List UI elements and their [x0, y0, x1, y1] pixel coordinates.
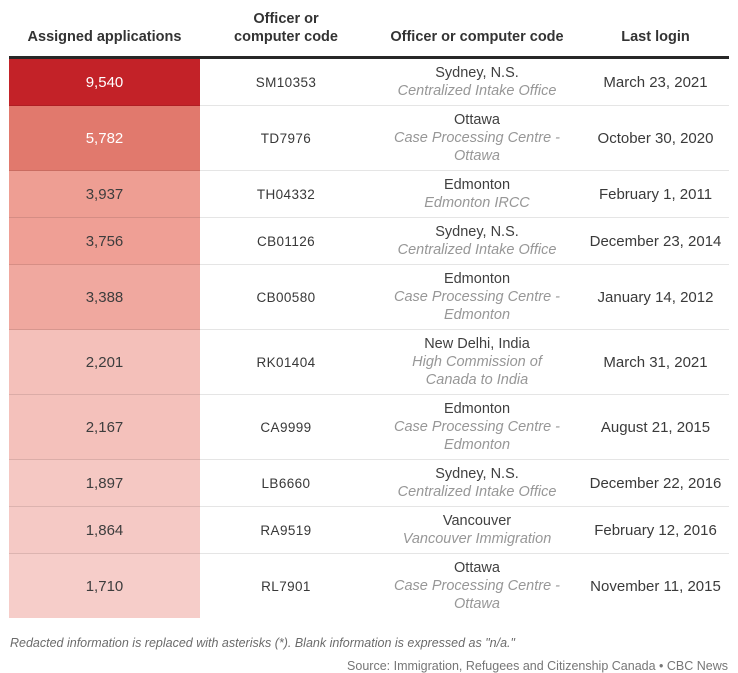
assigned-applications-cell: 9,540: [9, 57, 200, 106]
assigned-applications-cell: 2,201: [9, 329, 200, 395]
assigned-applications-cell: 5,782: [9, 105, 200, 171]
last-login-cell: March 31, 2021: [582, 329, 729, 395]
office-name: Centralized Intake Office: [397, 83, 557, 100]
assigned-applications-cell: 1,864: [9, 506, 200, 554]
assigned-applications-cell: 1,897: [9, 459, 200, 507]
office-name: High Commission of Canada to India: [412, 354, 542, 389]
source-credit: Source: Immigration, Refugees and Citize…: [347, 659, 728, 673]
office-location: Vancouver: [442, 513, 512, 530]
header-officer-code: Officer or computer code: [200, 2, 372, 60]
office-cell: Edmonton Edmonton IRCC: [372, 170, 582, 218]
header-assigned-applications: Assigned applications: [9, 2, 200, 60]
office-name: Centralized Intake Office: [397, 242, 557, 259]
assigned-applications-cell: 3,937: [9, 170, 200, 218]
office-cell: Sydney, N.S. Centralized Intake Office: [372, 58, 582, 106]
last-login-cell: January 14, 2012: [582, 264, 729, 330]
office-location: Sydney, N.S.: [435, 224, 519, 241]
office-name: Vancouver Immigration: [402, 531, 552, 548]
table-row: 1,864 RA9519 Vancouver Vancouver Immigratio…: [9, 506, 729, 554]
table-row: 2,167 CA9999 Edmonton Case Processing Centr…: [9, 394, 729, 460]
table-row: 5,782 TD7976 Ottawa Case Processing Centre …: [9, 105, 729, 171]
office-name: Case Processing Centre - Ottawa: [393, 130, 560, 165]
assigned-applications-cell: 3,756: [9, 217, 200, 265]
last-login-cell: December 23, 2014: [582, 217, 729, 265]
office-location: Edmonton: [443, 177, 511, 194]
officer-code-cell: CB01126: [200, 217, 372, 265]
officer-code-cell: SM10353: [255, 74, 317, 90]
office-location: Edmonton: [443, 401, 511, 418]
table-row: 3,388 CB00580 Edmonton Case Processing Cent…: [9, 264, 729, 330]
header-last-login: Last login: [582, 2, 729, 60]
assigned-applications-cell: 3,388: [9, 264, 200, 330]
last-login-cell: December 22, 2016: [582, 459, 729, 507]
office-location: Ottawa: [454, 560, 500, 577]
assigned-applications-cell: 1,710: [9, 553, 200, 619]
table-body: 9,540 SM10353 Sydney, N.S. Centralized Inta…: [9, 57, 729, 619]
office-location: New Delhi, India: [424, 336, 530, 353]
officer-code-cell: RK01404: [200, 329, 372, 395]
officer-code-cell: CA9999: [200, 394, 372, 460]
office-cell: Edmonton Case Processing Centre - Edmonto…: [372, 264, 582, 330]
office-cell: New Delhi, India High Commission of Canad…: [372, 329, 582, 395]
footnote: Redacted information is replaced with as…: [10, 636, 515, 651]
office-cell: Vancouver Vancouver Immigration: [372, 506, 582, 554]
office-name: Edmonton IRCC: [424, 195, 530, 212]
last-login-cell: October 30, 2020: [582, 105, 729, 171]
office-location: Sydney, N.S.: [435, 65, 519, 82]
office-location: Edmonton: [443, 271, 511, 288]
officer-code-cell: CB00580: [200, 264, 372, 330]
header-officer-office: Officer or computer code: [372, 2, 582, 60]
office-name: Case Processing Centre - Edmonton: [393, 419, 560, 454]
office-location: Ottawa: [454, 112, 500, 129]
last-login-cell: March 23, 2021: [603, 73, 708, 91]
table-header: Assigned applications Officer or compute…: [9, 2, 729, 60]
office-cell: Ottawa Case Processing Centre - Ottawa: [372, 553, 582, 619]
office-cell: Edmonton Case Processing Centre - Edmonto…: [372, 394, 582, 460]
office-name: Case Processing Centre - Ottawa: [393, 578, 560, 613]
table-row: 9,540 SM10353 Sydney, N.S. Centralized Inta…: [9, 57, 729, 106]
table-row: 3,756 CB01126 Sydney, N.S. Centralized Inta…: [9, 217, 729, 265]
table-row: 1,897 LB6660 Sydney, N.S. Centralized Intak…: [9, 459, 729, 507]
assigned-applications-cell: 2,167: [9, 394, 200, 460]
table-row: 1,710 RL7901 Ottawa Case Processing Centre …: [9, 553, 729, 619]
officer-code-cell: RA9519: [200, 506, 372, 554]
office-name: Case Processing Centre - Edmonton: [393, 289, 560, 324]
last-login-cell: February 12, 2016: [582, 506, 729, 554]
officers-table-graphic: Assigned applications Officer or compute…: [9, 0, 729, 673]
table-row: 2,201 RK01404 New Delhi, India High Commiss…: [9, 329, 729, 395]
officer-code-cell: TH04332: [200, 170, 372, 218]
table-row: 3,937 TH04332 Edmonton Edmonton IRCC Februar…: [9, 170, 729, 218]
header-row: Assigned applications Officer or compute…: [9, 2, 729, 60]
officer-code-cell: RL7901: [200, 553, 372, 619]
officer-code-cell: TD7976: [200, 105, 372, 171]
last-login-cell: February 1, 2011: [582, 170, 729, 218]
officers-table: Assigned applications Officer or compute…: [9, 2, 729, 619]
office-cell: Sydney, N.S. Centralized Intake Office: [372, 217, 582, 265]
office-location: Sydney, N.S.: [435, 466, 519, 483]
last-login-cell: August 21, 2015: [582, 394, 729, 460]
office-cell: Sydney, N.S. Centralized Intake Office: [372, 459, 582, 507]
last-login-cell: November 11, 2015: [582, 553, 729, 619]
office-name: Centralized Intake Office: [397, 484, 557, 501]
officer-code-cell: LB6660: [200, 459, 372, 507]
office-cell: Ottawa Case Processing Centre - Ottawa: [372, 105, 582, 171]
